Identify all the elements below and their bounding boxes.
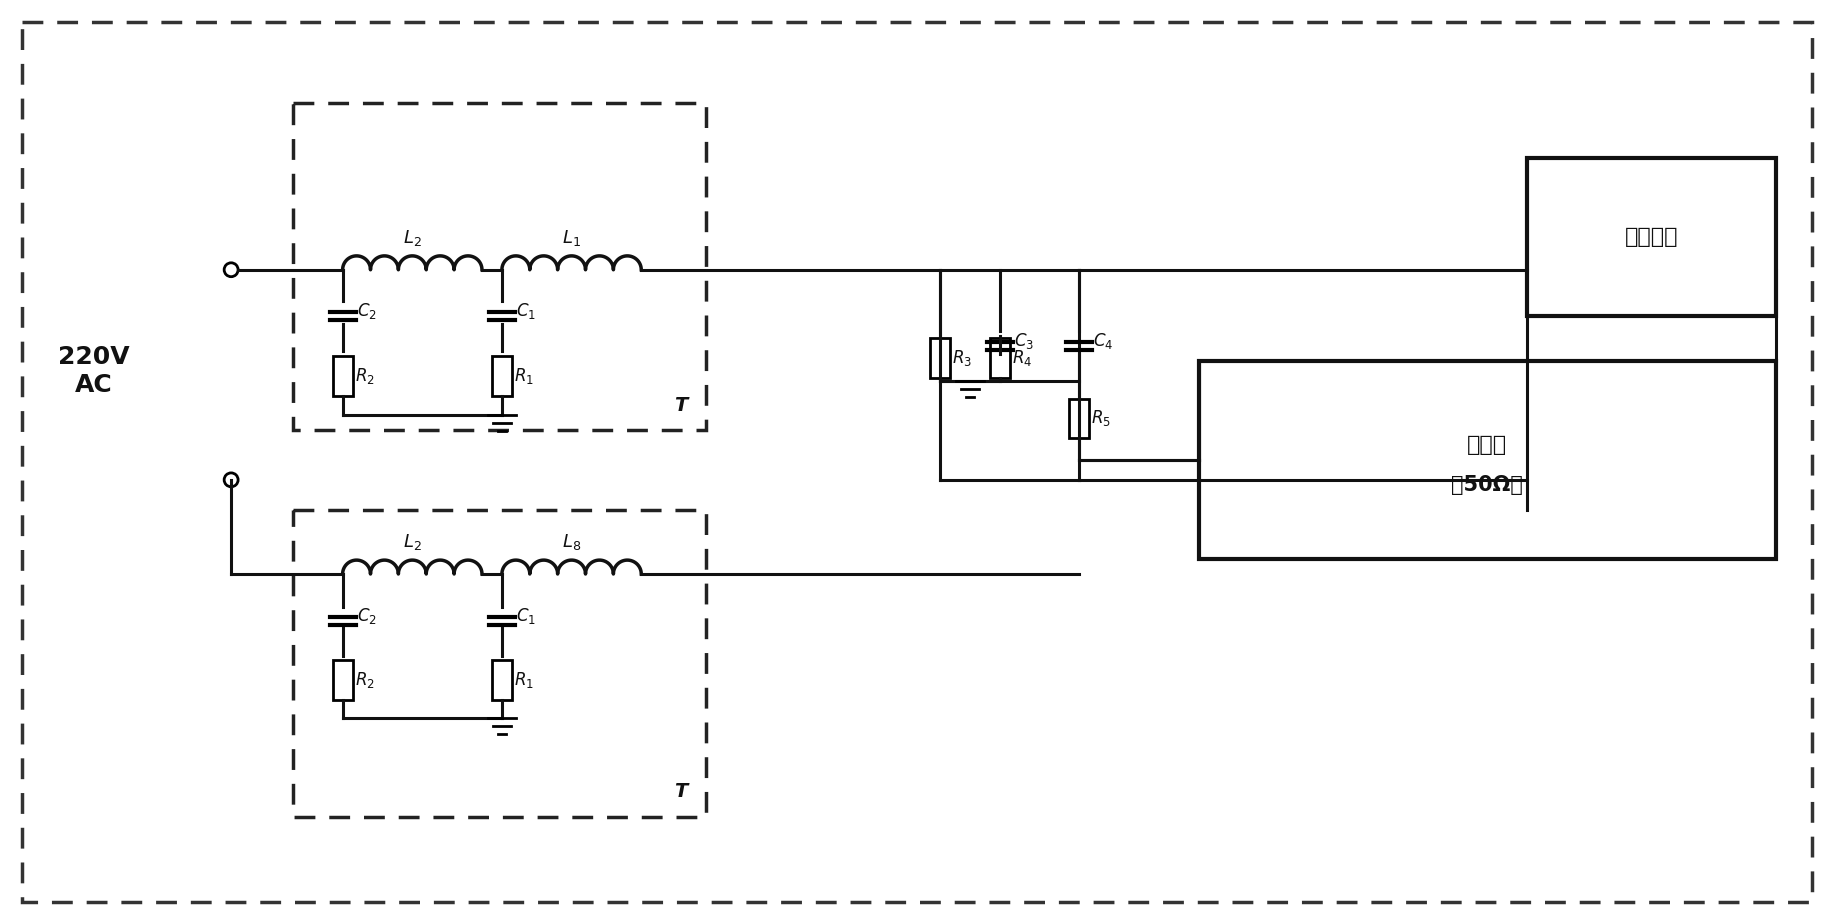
Text: $L_1$: $L_1$: [563, 228, 581, 248]
Text: 频谱仪: 频谱仪: [1467, 435, 1508, 456]
Bar: [492, 356, 512, 395]
Text: $R_3$: $R_3$: [952, 348, 972, 368]
Bar: [332, 356, 352, 395]
Text: $C_1$: $C_1$: [515, 605, 536, 626]
Text: $R_5$: $R_5$: [1091, 408, 1111, 429]
Bar: [293, 509, 706, 817]
Text: $C_2$: $C_2$: [356, 301, 376, 322]
Bar: [1069, 398, 1089, 438]
Bar: [1199, 361, 1775, 559]
Text: $C_3$: $C_3$: [1014, 331, 1034, 351]
Text: $L_8$: $L_8$: [561, 532, 581, 553]
Text: $C_1$: $C_1$: [515, 301, 536, 322]
Bar: [990, 338, 1009, 378]
Text: $R_1$: $R_1$: [514, 670, 534, 690]
Text: （50Ω）: （50Ω）: [1451, 475, 1524, 494]
Text: T: T: [675, 783, 688, 801]
Text: $R_2$: $R_2$: [354, 366, 374, 386]
Text: $R_4$: $R_4$: [1012, 348, 1033, 368]
Text: $L_2$: $L_2$: [403, 532, 422, 553]
Bar: [293, 103, 706, 431]
Bar: [1528, 158, 1775, 316]
Text: $R_2$: $R_2$: [354, 670, 374, 690]
Bar: [930, 338, 950, 378]
Text: $C_2$: $C_2$: [356, 605, 376, 626]
Text: 被测设备: 被测设备: [1625, 227, 1678, 247]
Bar: [332, 660, 352, 699]
Bar: [492, 660, 512, 699]
Text: $L_2$: $L_2$: [403, 228, 422, 248]
Text: $R_1$: $R_1$: [514, 366, 534, 386]
Text: 220V
AC: 220V AC: [59, 345, 130, 396]
Text: $C_4$: $C_4$: [1093, 331, 1113, 351]
Text: T: T: [675, 396, 688, 415]
